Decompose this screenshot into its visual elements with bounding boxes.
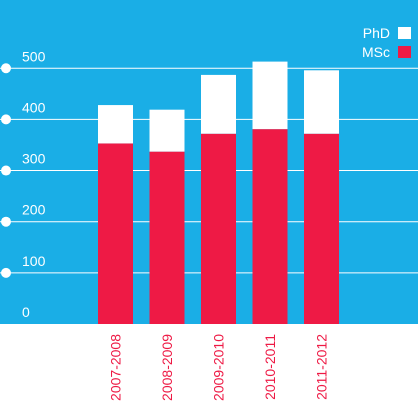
bar-msc	[149, 151, 185, 324]
bar-phd	[304, 70, 339, 134]
x-tick-label: 2010-2011	[262, 334, 278, 400]
bar-phd	[98, 105, 133, 144]
y-tick-label: 0	[22, 304, 30, 320]
legend-label: MSc	[362, 44, 390, 60]
x-tick-label: 2007-2008	[108, 334, 124, 401]
x-tick-label: 2011-2012	[314, 334, 330, 400]
x-axis-labels: 2007-2008 2008-2009 2009-2010 2010-2011 2011…	[108, 334, 330, 401]
y-axis-dot	[1, 165, 11, 176]
y-axis-dot	[1, 63, 11, 74]
bar-msc	[201, 133, 236, 324]
bars	[98, 61, 339, 324]
bar-msc	[304, 133, 339, 324]
x-tick-label: 2009-2010	[211, 334, 227, 401]
x-tick-label: 2008-2009	[159, 334, 175, 401]
bar-phd	[149, 109, 185, 152]
legend-label: PhD	[363, 25, 390, 41]
bar-phd	[201, 74, 236, 134]
y-axis-dot	[1, 267, 11, 278]
y-tick-label: 200	[22, 202, 46, 218]
y-axis: 0 100 200 300 400 500	[1, 48, 46, 320]
bar-msc	[252, 129, 288, 324]
y-tick-label: 100	[22, 253, 46, 269]
legend: PhD MSc	[362, 25, 411, 60]
bar-msc	[98, 143, 133, 324]
legend-swatch	[398, 46, 411, 58]
y-tick-label: 400	[22, 99, 46, 115]
y-axis-dot	[1, 114, 11, 125]
y-tick-label: 500	[22, 48, 46, 64]
y-tick-label: 300	[22, 151, 46, 167]
bar-phd	[252, 61, 288, 130]
y-axis-dot	[1, 216, 11, 227]
legend-swatch	[398, 27, 411, 39]
